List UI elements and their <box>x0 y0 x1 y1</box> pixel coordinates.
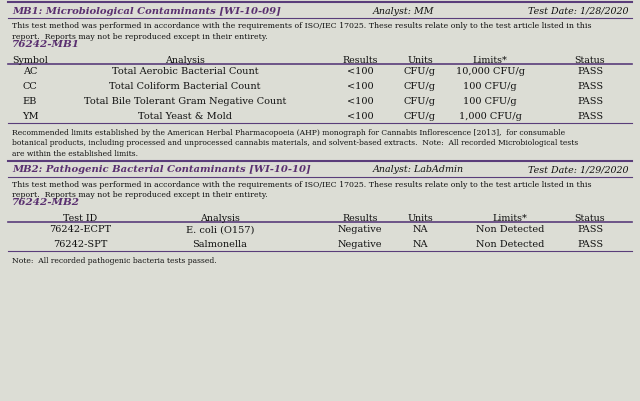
Text: 76242-SPT: 76242-SPT <box>53 240 107 249</box>
Text: CFU/g: CFU/g <box>404 111 436 120</box>
Text: Units: Units <box>407 214 433 223</box>
Text: NA: NA <box>412 225 428 234</box>
Text: Salmonella: Salmonella <box>193 240 248 249</box>
Text: <100: <100 <box>347 67 373 75</box>
Text: CFU/g: CFU/g <box>404 81 436 90</box>
Text: Negative: Negative <box>338 240 382 249</box>
Text: Note:  All recorded pathogenic bacteria tests passed.: Note: All recorded pathogenic bacteria t… <box>12 257 216 265</box>
Text: CFU/g: CFU/g <box>404 96 436 105</box>
Text: PASS: PASS <box>577 67 603 75</box>
Text: This test method was performed in accordance with the requirements of ISO/IEC 17: This test method was performed in accord… <box>12 22 591 41</box>
Text: Non Detected: Non Detected <box>476 225 544 234</box>
Text: PASS: PASS <box>577 240 603 249</box>
Text: Recommended limits established by the American Herbal Pharmacopoeia (AHP) monogr: Recommended limits established by the Am… <box>12 128 579 158</box>
Text: Negative: Negative <box>338 225 382 234</box>
Text: Status: Status <box>575 55 605 65</box>
Text: CC: CC <box>22 81 37 90</box>
Text: Results: Results <box>342 214 378 223</box>
Text: NA: NA <box>412 240 428 249</box>
Text: 100 CFU/g: 100 CFU/g <box>463 81 517 90</box>
Text: 10,000 CFU/g: 10,000 CFU/g <box>456 67 525 75</box>
Text: PASS: PASS <box>577 111 603 120</box>
Text: Test Date: 1/29/2020: Test Date: 1/29/2020 <box>527 165 628 174</box>
Text: Analysis: Analysis <box>165 55 205 65</box>
Text: <100: <100 <box>347 81 373 90</box>
Text: E. coli (O157): E. coli (O157) <box>186 225 254 234</box>
Text: 100 CFU/g: 100 CFU/g <box>463 96 517 105</box>
Text: <100: <100 <box>347 96 373 105</box>
Text: 76242-MB2: 76242-MB2 <box>12 198 80 207</box>
Text: PASS: PASS <box>577 96 603 105</box>
Text: 76242-ECPT: 76242-ECPT <box>49 225 111 234</box>
Text: Limits*: Limits* <box>472 55 508 65</box>
Text: EB: EB <box>23 96 37 105</box>
Text: MB2: Pathogenic Bacterial Contaminants [WI-10-10]: MB2: Pathogenic Bacterial Contaminants [… <box>12 165 311 174</box>
Text: PASS: PASS <box>577 81 603 90</box>
Text: 76242-MB1: 76242-MB1 <box>12 40 80 49</box>
Text: 1,000 CFU/g: 1,000 CFU/g <box>459 111 522 120</box>
Text: YM: YM <box>22 111 38 120</box>
Text: Test ID: Test ID <box>63 214 97 223</box>
Text: <100: <100 <box>347 111 373 120</box>
Text: Analyst: MM: Analyst: MM <box>373 6 435 16</box>
Text: CFU/g: CFU/g <box>404 67 436 75</box>
Text: Total Coliform Bacterial Count: Total Coliform Bacterial Count <box>109 81 260 90</box>
Text: Total Yeast & Mold: Total Yeast & Mold <box>138 111 232 120</box>
Text: MB1: Microbiological Contaminants [WI-10-09]: MB1: Microbiological Contaminants [WI-10… <box>12 6 281 16</box>
Text: Status: Status <box>575 214 605 223</box>
Text: Total Bile Tolerant Gram Negative Count: Total Bile Tolerant Gram Negative Count <box>84 96 286 105</box>
Text: Units: Units <box>407 55 433 65</box>
Text: Analyst: LabAdmin: Analyst: LabAdmin <box>373 165 464 174</box>
Text: Test Date: 1/28/2020: Test Date: 1/28/2020 <box>527 6 628 16</box>
Text: Symbol: Symbol <box>12 55 48 65</box>
Text: This test method was performed in accordance with the requirements of ISO/IEC 17: This test method was performed in accord… <box>12 180 591 199</box>
Text: Non Detected: Non Detected <box>476 240 544 249</box>
Text: Limits*: Limits* <box>493 214 527 223</box>
Text: Total Aerobic Bacterial Count: Total Aerobic Bacterial Count <box>112 67 259 75</box>
Text: AC: AC <box>23 67 37 75</box>
Text: PASS: PASS <box>577 225 603 234</box>
Text: Analysis: Analysis <box>200 214 240 223</box>
Text: Results: Results <box>342 55 378 65</box>
